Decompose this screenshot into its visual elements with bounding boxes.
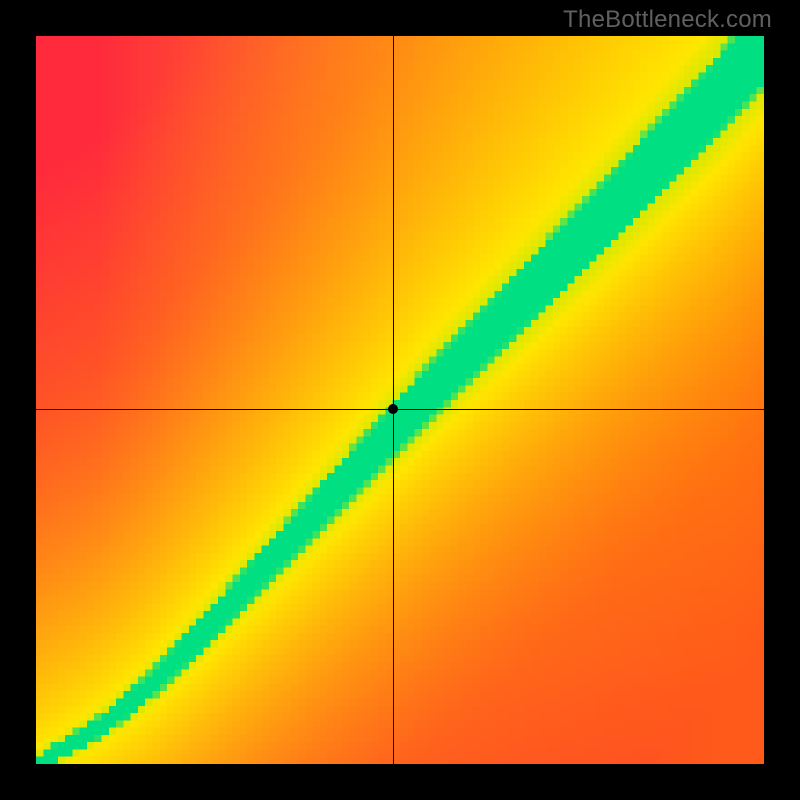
chart-stage: TheBottleneck.com [0, 0, 800, 800]
bottleneck-heatmap [36, 36, 764, 764]
crosshair-vertical-line [393, 36, 394, 764]
crosshair-horizontal-line [36, 409, 764, 410]
watermark-text: TheBottleneck.com [563, 6, 772, 34]
